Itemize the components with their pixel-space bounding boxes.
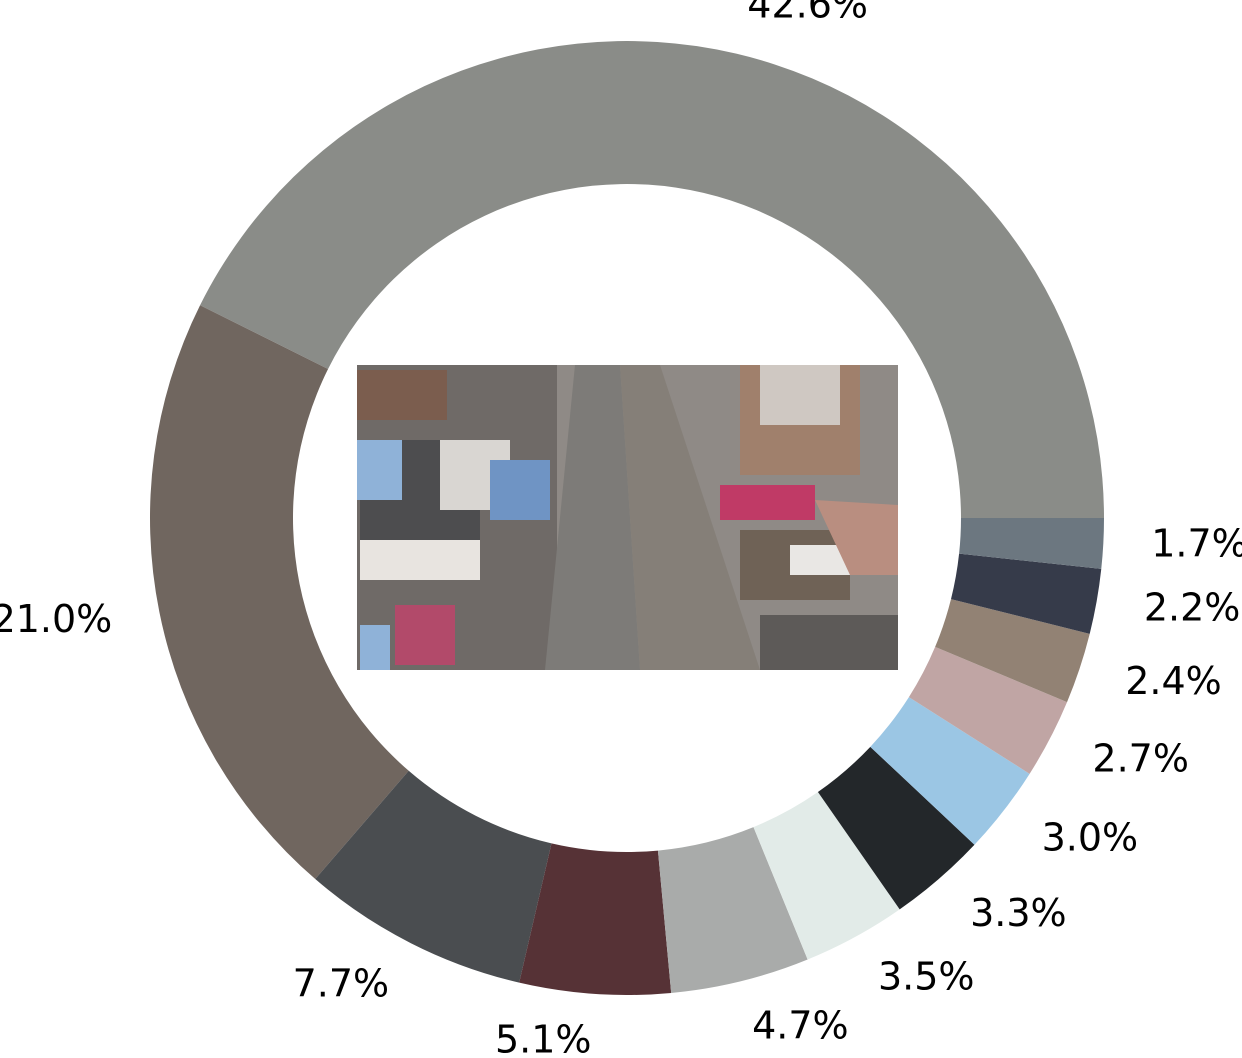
value-label: 2.7%: [1092, 736, 1189, 780]
donut-segment: [657, 827, 808, 993]
value-label: 3.5%: [878, 955, 975, 999]
donut-segment: [951, 553, 1102, 634]
donut-segment: [908, 646, 1068, 774]
value-label: 3.0%: [1042, 816, 1139, 860]
value-label: 2.4%: [1125, 659, 1222, 703]
value-label: 7.7%: [293, 962, 390, 1006]
donut-segment: [149, 305, 409, 880]
donut-segment: [870, 697, 1030, 845]
value-label: 21.0%: [0, 597, 112, 641]
center-photo: [357, 365, 898, 670]
donut-segment: [935, 599, 1090, 703]
value-label: 4.7%: [752, 1003, 849, 1047]
donut-segment: [959, 518, 1104, 569]
value-label: 1.7%: [1151, 522, 1242, 566]
donut-segment: [200, 41, 1105, 519]
donut-segment: [817, 746, 975, 910]
value-label: 42.6%: [747, 0, 868, 26]
donut-segment: [753, 792, 900, 960]
donut-segment: [315, 770, 552, 983]
value-label: 5.1%: [495, 1017, 592, 1058]
value-label: 3.3%: [970, 891, 1067, 935]
donut-segment: [519, 843, 672, 995]
value-label: 2.2%: [1144, 585, 1241, 629]
